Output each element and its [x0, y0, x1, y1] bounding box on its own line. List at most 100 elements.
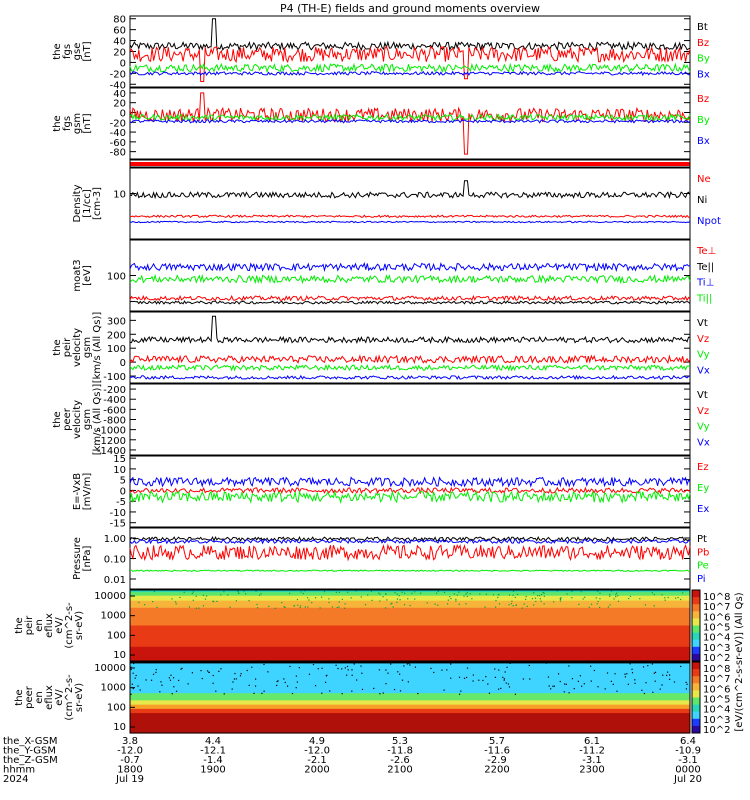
x-row-label: hhmm: [3, 765, 35, 776]
panel-frame: [129, 239, 691, 312]
heatmap-speckle: [206, 670, 209, 672]
heatmap-speckle: [686, 683, 688, 685]
heatmap-speckle: [216, 600, 218, 603]
heatmap-speckle: [508, 686, 511, 688]
heatmap-speckle: [324, 681, 327, 683]
legend-label: Vy: [697, 422, 710, 433]
x-tick-value: Jul 19: [115, 774, 144, 785]
heatmap-speckle: [258, 594, 261, 596]
heatmap-speckle: [675, 597, 677, 599]
heatmap-speckle: [508, 604, 510, 606]
heatmap-speckle: [414, 591, 416, 593]
heatmap-speckle: [274, 607, 276, 609]
heatmap-speckle: [237, 590, 239, 592]
heatmap-speckle: [399, 599, 401, 601]
heatmap-speckle: [212, 682, 214, 684]
heatmap-frame: [129, 589, 691, 662]
y-axis-label: [cm-3]: [92, 187, 103, 220]
heatmap-speckle: [498, 594, 500, 596]
heatmap-speckle: [338, 601, 340, 603]
heatmap-speckle: [253, 692, 255, 694]
legend-label: By: [697, 54, 710, 65]
heatmap-speckle: [478, 679, 480, 681]
heatmap-speckle: [450, 598, 452, 600]
legend-label: Pe: [697, 561, 709, 572]
heatmap-speckle: [446, 603, 449, 605]
heatmap-speckle: [573, 687, 575, 690]
y-tick-label: -100: [103, 372, 126, 383]
heatmap-speckle: [347, 591, 349, 593]
heatmap-speckle: [654, 671, 657, 673]
y-axis-label: en: [34, 691, 45, 704]
heatmap-speckle: [508, 594, 511, 596]
heatmap-speckle: [202, 605, 205, 607]
heatmap-speckle: [160, 681, 162, 683]
y-axis-label: [nPa]: [82, 545, 93, 571]
y-axis-label: peer: [62, 407, 73, 431]
panel-temperature: 100 moat3 [eV] Te⊥ Te|| Ti⊥ Ti||: [72, 239, 716, 312]
heatmap-speckle: [512, 590, 515, 592]
heatmap-speckle: [456, 594, 458, 596]
heatmap-speckle: [465, 593, 467, 595]
heatmap-speckle: [595, 597, 597, 599]
x-tick-value: -3.1: [582, 755, 602, 766]
colorbar-segment: [692, 590, 700, 598]
series-line-green: [129, 112, 691, 122]
heatmap-speckle: [298, 667, 300, 669]
heatmap-speckle: [399, 673, 401, 675]
heatmap-speckle: [390, 663, 392, 665]
heatmap-speckle: [329, 690, 331, 692]
heatmap-speckle: [317, 668, 319, 670]
heatmap-speckle: [223, 693, 225, 695]
heatmap-speckle: [341, 598, 343, 600]
y-tick-label: 1.00: [104, 534, 126, 545]
y-axis-label: the: [52, 339, 63, 355]
heatmap-speckle: [682, 592, 684, 594]
heatmap-speckle: [634, 679, 636, 681]
heatmap-speckle: [494, 668, 496, 670]
legend-label: Vx: [697, 437, 710, 448]
colorbar-tick-label: 10^6: [703, 684, 730, 695]
y-axis-label: the: [52, 411, 63, 427]
heatmap-speckle: [360, 596, 362, 598]
heatmap-speckle: [403, 604, 406, 606]
heatmap-speckle: [396, 598, 399, 600]
heatmap-speckle: [218, 670, 220, 672]
heatmap-speckle: [624, 673, 626, 675]
y-tick-label: -20: [110, 69, 126, 80]
heatmap-speckle: [335, 664, 337, 666]
heatmap-speckle: [578, 603, 580, 606]
heatmap-speckle: [458, 591, 460, 593]
y-axis-label: gsm: [82, 337, 93, 358]
legend-label: Vx: [697, 365, 710, 376]
heatmap-speckle: [174, 601, 177, 603]
heatmap-speckle: [494, 606, 497, 608]
series-line-green: [129, 363, 691, 372]
heatmap-speckle: [276, 680, 278, 683]
heatmap-speckle: [498, 603, 501, 605]
colorbar-tick-label: 10^2: [703, 653, 730, 664]
heatmap-speckle: [283, 678, 285, 680]
heatmap-speckle: [666, 674, 668, 676]
legend-label: Ti||: [696, 293, 712, 304]
heatmap-speckle: [403, 665, 405, 667]
heatmap-speckle: [447, 599, 449, 601]
heatmap-speckle: [364, 604, 367, 606]
heatmap-speckle: [181, 667, 183, 669]
x-tick-value: -1.4: [203, 755, 223, 766]
heatmap-speckle: [406, 663, 409, 665]
heatmap-speckle: [338, 591, 340, 593]
legend-label: Ne: [697, 174, 711, 185]
heatmap-speckle: [526, 605, 528, 607]
series-line-red: [129, 354, 691, 365]
heatmap-band: [130, 646, 690, 662]
heatmap-speckle: [331, 606, 333, 608]
series-line-black: [129, 18, 691, 52]
panel-peer-eflux: 10000 1000 100 10 the peer en eflux eV/(cm^2-s-s…: [14, 661, 691, 734]
heatmap-speckle: [504, 671, 506, 673]
heatmap-frame: [129, 661, 691, 734]
heatmap-speckle: [628, 597, 630, 600]
heatmap-speckle: [312, 663, 315, 666]
y-tick-label: 10: [113, 650, 126, 661]
heatmap-speckle: [385, 607, 387, 609]
